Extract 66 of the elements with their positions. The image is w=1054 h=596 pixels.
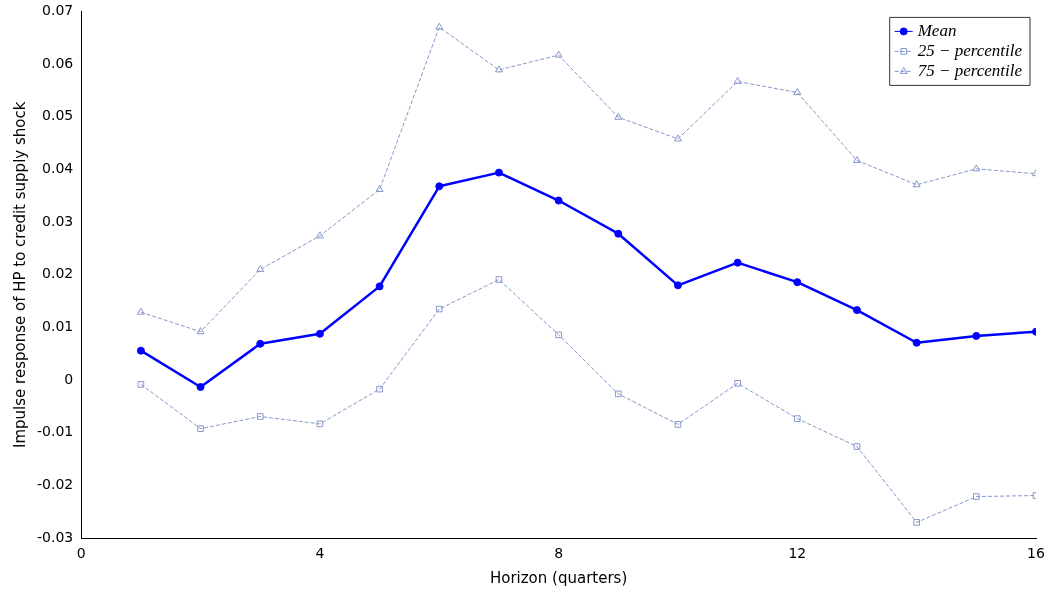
point: [196, 383, 205, 392]
y-tick-label: 0.06: [42, 54, 74, 71]
x-axis-title: Horizon (quarters): [489, 568, 628, 587]
point: [554, 50, 563, 58]
point: [674, 421, 682, 428]
legend-label: 25 − percentile: [917, 40, 1023, 60]
point: [853, 443, 861, 450]
x-tick-label: 0: [76, 545, 86, 562]
y-tick-label: 0.03: [42, 212, 74, 229]
point: [674, 134, 682, 142]
point: [137, 381, 145, 388]
point: [972, 164, 981, 172]
point: [435, 305, 443, 313]
point: [793, 88, 802, 96]
y-tick-label: -0.01: [36, 423, 74, 440]
point: [733, 258, 742, 267]
point: [912, 180, 921, 188]
x-tick-label: 12: [788, 545, 807, 562]
y-tick-label: 0.01: [42, 318, 74, 335]
point: [435, 22, 444, 30]
point: [315, 231, 324, 239]
point: [852, 306, 861, 315]
point: [972, 331, 981, 340]
point: [197, 425, 204, 432]
point: [793, 278, 802, 287]
y-tick-label: 0.07: [42, 2, 74, 19]
point: [853, 155, 861, 163]
point: [614, 229, 623, 238]
legend-label: 75 − percentile: [917, 60, 1023, 80]
x-tick-label: 8: [554, 545, 564, 562]
y-tick-label: 0.04: [42, 160, 74, 177]
point: [673, 281, 682, 290]
point: [554, 196, 563, 205]
point: [315, 329, 324, 338]
point: [375, 282, 384, 291]
y-tick-label: 0: [64, 370, 74, 387]
point: [494, 65, 503, 73]
point: [136, 307, 145, 315]
x-tick-label: 16: [1027, 545, 1045, 562]
point: [614, 112, 623, 120]
point: [256, 265, 265, 273]
y-axis-title: Impulse response of HP to credit supply shock: [10, 101, 29, 448]
point: [375, 184, 384, 192]
y-tick-label: -0.02: [36, 476, 74, 493]
point: [614, 390, 622, 398]
point: [912, 338, 921, 347]
point: [494, 168, 503, 177]
y-tick-label: -0.03: [36, 528, 74, 545]
point: [196, 327, 205, 335]
y-tick-label: 0.05: [42, 107, 74, 124]
point: [136, 346, 145, 355]
point: [316, 420, 324, 428]
y-tick-label: 0.02: [42, 265, 74, 282]
x-tick-label: 4: [315, 545, 325, 562]
point: [734, 379, 741, 387]
point: [913, 519, 920, 526]
point: [256, 413, 264, 420]
point: [495, 276, 503, 283]
point: [733, 76, 742, 84]
point: [256, 339, 265, 348]
point: [376, 385, 383, 393]
point: [555, 331, 562, 339]
point: [435, 182, 444, 191]
point: [793, 415, 801, 422]
point: [973, 493, 980, 500]
legend-label: Mean: [916, 20, 957, 40]
